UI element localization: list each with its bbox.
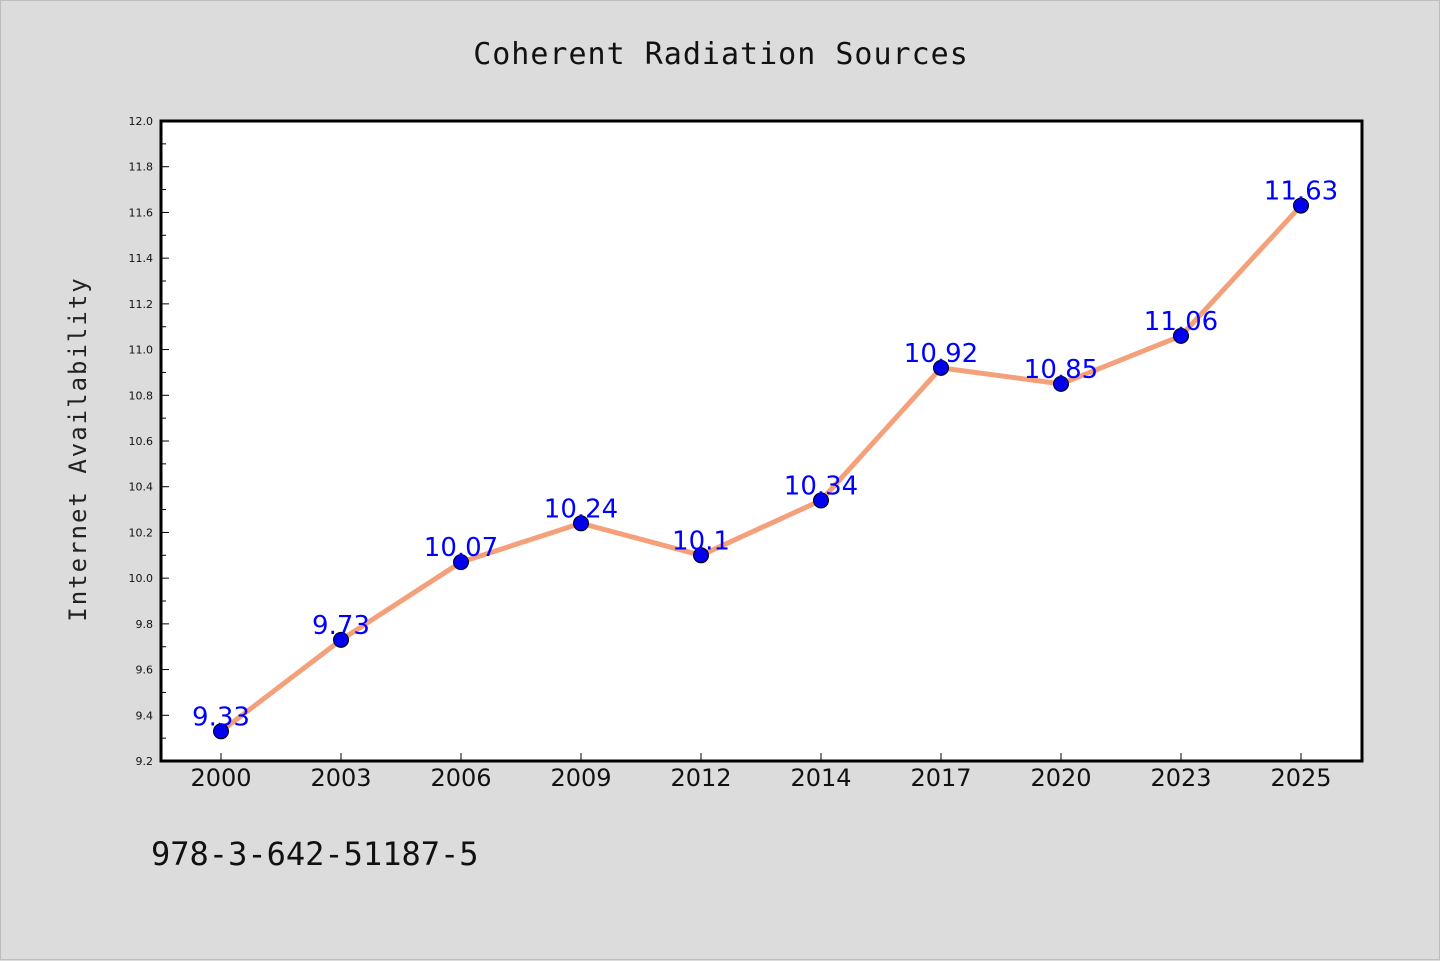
chart-title: Coherent Radiation Sources — [473, 37, 969, 72]
x-tick-label: 2025 — [1270, 764, 1331, 792]
y-axis-label: Internet Availability — [64, 276, 92, 621]
y-tick-label: 11.6 — [129, 206, 154, 219]
x-axis-ticks: 2000 2003 2006 2009 2012 2014 2017 2020 2023 2025 — [190, 753, 1332, 792]
data-label: 10.85 — [1024, 355, 1098, 385]
series-line — [218, 203, 1304, 734]
x-tick-label: 2003 — [310, 764, 371, 792]
y-tick-label: 10.0 — [129, 572, 154, 585]
y-tick-label: 11.0 — [129, 344, 154, 357]
y-axis-ticks: 9.2 9.4 9.6 9.8 10.0 10.2 10.4 10.6 10.8 11.0 11.2… — [129, 115, 169, 768]
data-point-marker — [573, 515, 589, 532]
data-label: 9.33 — [192, 702, 250, 732]
plot-area — [159, 119, 1364, 763]
data-markers — [213, 197, 1309, 740]
x-tick-label: 2012 — [670, 764, 731, 792]
data-label: 10.1 — [672, 526, 730, 556]
data-label: 10.92 — [904, 339, 978, 369]
y-tick-label: 10.8 — [129, 389, 154, 402]
data-point-marker — [1053, 375, 1069, 392]
data-point-marker — [933, 359, 949, 376]
x-tick-label: 2009 — [550, 764, 611, 792]
y-tick-label: 11.2 — [129, 298, 154, 311]
y-tick-label: 10.6 — [129, 435, 154, 448]
data-labels: 9.33 9.73 10.07 10.24 10.1 10.34 10.92 10.85 11.… — [192, 177, 1338, 733]
data-label: 10.07 — [424, 533, 498, 563]
data-label: 10.24 — [544, 494, 618, 524]
x-tick-label: 2017 — [910, 764, 971, 792]
y-tick-label: 9.6 — [136, 664, 154, 677]
data-label: 10.34 — [784, 471, 858, 501]
y-tick-label: 11.8 — [129, 161, 154, 174]
data-label: 9.73 — [312, 611, 370, 641]
x-tick-label: 2006 — [430, 764, 491, 792]
data-point-marker — [1173, 327, 1189, 344]
y-tick-label: 12.0 — [129, 115, 154, 128]
data-label: 11.63 — [1264, 177, 1338, 207]
x-tick-label: 2023 — [1150, 764, 1211, 792]
isbn-code: 978-3-642-51187-5 — [151, 835, 479, 873]
y-tick-label: 9.2 — [136, 755, 154, 768]
x-tick-label: 2000 — [190, 764, 251, 792]
y-tick-label: 10.2 — [129, 526, 154, 539]
y-tick-label: 9.8 — [136, 618, 154, 631]
data-point-marker — [213, 723, 229, 740]
y-tick-label: 10.4 — [129, 481, 154, 494]
data-point-marker — [693, 547, 709, 564]
data-point-marker — [1293, 197, 1309, 214]
data-point-marker — [813, 492, 829, 509]
y-tick-label: 11.4 — [129, 252, 154, 265]
data-label: 11.06 — [1144, 307, 1218, 337]
x-tick-label: 2020 — [1030, 764, 1091, 792]
x-tick-label: 2014 — [790, 764, 851, 792]
data-point-marker — [453, 554, 469, 571]
y-tick-label: 9.4 — [136, 709, 154, 722]
data-point-marker — [333, 631, 349, 648]
